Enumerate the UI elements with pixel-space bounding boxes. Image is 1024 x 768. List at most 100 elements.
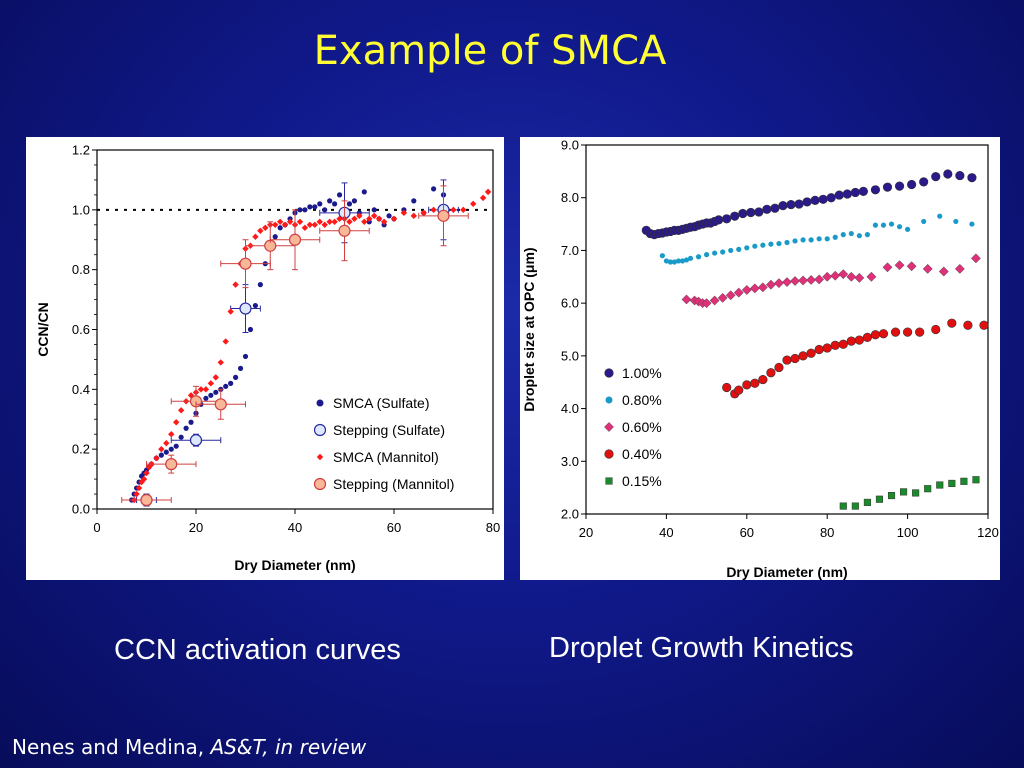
point-0-15 [936, 481, 944, 489]
point-0-80 [663, 258, 669, 264]
citation: Nenes and Medina, AS&T, in review [12, 735, 366, 759]
point-0-40 [830, 340, 840, 350]
point-1-00 [967, 173, 977, 183]
point-smca-mannitol [296, 218, 304, 225]
point-0-80 [768, 241, 774, 247]
point-0-60 [906, 261, 917, 272]
legend-label-0-15: 0.15% [622, 473, 662, 489]
point-1-00 [826, 193, 836, 203]
point-0-80 [840, 232, 846, 238]
legend-label-0-60: 0.60% [622, 419, 662, 435]
point-stepping-mannitol [165, 458, 178, 471]
point-0-60 [782, 277, 792, 288]
ccn-y-tick-label: 1.0 [72, 202, 90, 217]
legend-label-1-00: 1.00% [622, 365, 662, 381]
ccn-x-tick-label: 60 [387, 520, 401, 535]
point-smca-mannitol [163, 439, 170, 447]
point-0-60 [717, 292, 728, 303]
point-0-40 [774, 362, 784, 373]
point-0-80 [856, 233, 862, 239]
point-0-15 [972, 476, 980, 484]
point-smca-sulfate [252, 302, 258, 309]
point-stepping-sulfate [189, 434, 203, 447]
point-0-60 [774, 278, 784, 289]
point-0-80 [704, 252, 710, 258]
point-0-80 [744, 245, 750, 251]
point-smca-sulfate [158, 452, 164, 458]
droplet-growth-chart: 2.0 3.0 4.0 5.0 6.0 7.0 8.0 9.0 20 40 60 80 100 120 Dr… [521, 138, 999, 581]
point-smca-sulfate [307, 204, 313, 210]
point-1-00 [714, 215, 724, 225]
growth-x-tick-label: 40 [659, 525, 673, 540]
point-0-80 [683, 257, 690, 263]
point-0-60 [854, 272, 865, 283]
point-smca-mannitol [356, 212, 363, 220]
point-0-80 [953, 218, 959, 225]
point-smca-mannitol [326, 218, 333, 225]
point-stepping-mannitol [338, 224, 351, 237]
point-1-00 [738, 208, 748, 219]
point-smca-sulfate [183, 425, 189, 431]
point-0-80 [969, 221, 975, 227]
point-0-15 [887, 492, 896, 500]
point-0-80 [720, 249, 726, 255]
point-0-60 [681, 294, 692, 305]
point-0-60 [741, 285, 752, 295]
point-smca-sulfate [386, 213, 392, 219]
point-smca-sulfate [411, 198, 417, 204]
point-smca-mannitol [177, 407, 185, 414]
citation-journal: AS&T, in review [210, 735, 367, 759]
point-0-80 [824, 236, 830, 242]
ccn-x-tick-label: 80 [486, 520, 500, 535]
point-smca-mannitol [281, 221, 289, 228]
point-1-00 [786, 199, 796, 210]
point-1-00 [754, 207, 764, 217]
point-0-60 [765, 279, 776, 290]
point-smca-sulfate [178, 434, 184, 440]
point-0-60 [894, 260, 905, 271]
ccn-y-tick-label: 0.4 [72, 382, 90, 397]
point-smca-mannitol [346, 218, 353, 225]
point-smca-sulfate [346, 201, 353, 207]
point-0-60 [709, 295, 720, 306]
point-smca-mannitol [197, 386, 205, 393]
point-0-80 [760, 242, 766, 248]
point-0-80 [659, 253, 665, 259]
point-1-00 [894, 181, 905, 191]
point-0-80 [712, 250, 718, 256]
point-smca-sulfate [237, 365, 244, 371]
point-0-60 [922, 263, 933, 274]
point-smca-mannitol [380, 218, 388, 225]
point-0-40 [822, 343, 832, 353]
point-stepping-mannitol [437, 209, 450, 222]
point-0-80 [864, 232, 870, 238]
point-smca-mannitol [262, 224, 269, 231]
point-0-40 [890, 327, 901, 337]
point-smca-mannitol [371, 212, 378, 220]
point-0-40 [854, 335, 864, 345]
legend-label-smca-sulfate: SMCA (Sulfate) [333, 395, 429, 411]
ccn-activation-chart: 0.0 0.2 0.4 0.6 0.8 1.0 1.2 0 20 40 60 80 Dry Diamet… [35, 143, 500, 574]
point-0-60 [814, 274, 825, 285]
point-smca-mannitol [366, 215, 373, 223]
point-0-15 [960, 477, 968, 485]
point-smca-mannitol [331, 218, 338, 225]
point-0-60 [749, 283, 760, 294]
point-0-15 [900, 488, 908, 496]
point-0-80 [896, 224, 903, 230]
point-0-40 [766, 368, 776, 378]
point-smca-sulfate [247, 326, 254, 333]
point-smca-sulfate [203, 395, 209, 401]
point-0-80 [937, 213, 943, 219]
point-smca-sulfate [302, 207, 308, 213]
point-smca-sulfate [228, 380, 234, 386]
slide-title: Example of SMCA [313, 28, 667, 74]
point-smca-sulfate [371, 207, 377, 213]
point-0-40 [903, 327, 913, 337]
point-smca-mannitol [460, 206, 467, 214]
point-smca-mannitol [311, 221, 318, 228]
point-0-40 [790, 353, 800, 364]
point-0-60 [866, 271, 877, 282]
point-0-15 [875, 495, 884, 503]
point-smca-sulfate [208, 392, 214, 398]
